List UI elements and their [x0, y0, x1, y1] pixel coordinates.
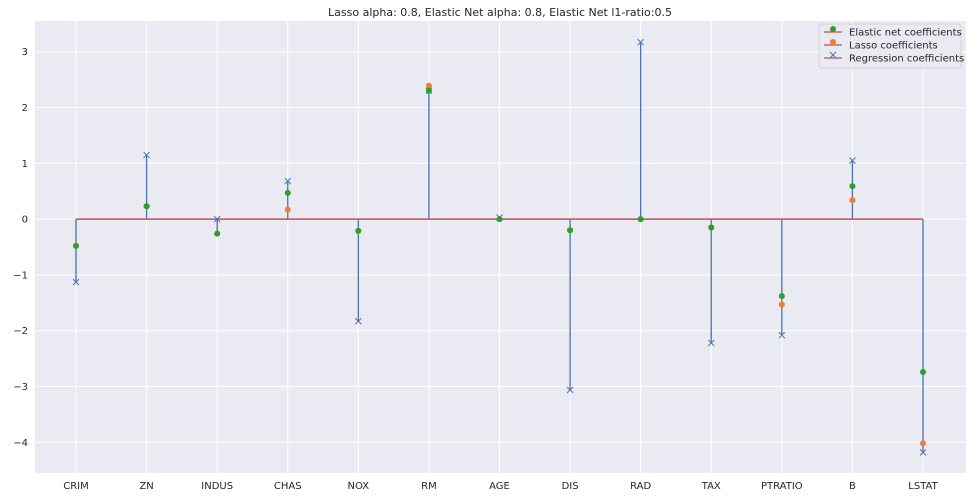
x-tick-label: RAD — [630, 481, 651, 492]
legend-dot-marker — [830, 39, 836, 45]
regression-point-rad — [637, 38, 645, 46]
legend-label: Regression coefficients — [849, 54, 964, 65]
lasso-point-lstat — [920, 440, 926, 447]
x-marker-stroke — [566, 386, 574, 394]
x-marker-stroke — [72, 278, 80, 286]
x-marker-stroke — [707, 339, 715, 347]
data-markers — [72, 38, 927, 456]
x-marker-stroke — [284, 177, 292, 185]
y-tick-label: 1 — [22, 159, 28, 170]
lasso-point-chas — [284, 206, 291, 213]
elastic-point-chas — [284, 189, 291, 196]
elastic-point-lstat — [920, 368, 926, 375]
elastic-point-rad — [637, 216, 644, 223]
lasso-point-b — [849, 197, 856, 204]
y-tick-label: −3 — [13, 382, 28, 393]
y-tick-labels: −4 −3 −2 −1 0 1 2 3 — [13, 47, 28, 449]
x-marker-stroke — [778, 331, 786, 339]
regression-point-zn — [143, 151, 150, 159]
plot-background — [35, 21, 966, 473]
x-marker-stroke — [919, 448, 927, 456]
regression-point-crim — [72, 278, 80, 286]
elastic-point-crim — [73, 242, 79, 249]
regression-point-indus — [213, 215, 221, 223]
x-tick-label: DIS — [562, 481, 579, 492]
chart-title: Lasso alpha: 0.8, Elastic Net alpha: 0.8… — [328, 6, 672, 19]
elastic-point-indus — [214, 230, 221, 237]
elastic-point-b — [849, 183, 856, 190]
legend: Elastic net coefficients Lasso coefficien… — [818, 23, 964, 69]
y-tick-label: 0 — [22, 215, 28, 226]
x-tick-label: B — [849, 481, 856, 492]
x-marker-stroke — [143, 151, 150, 159]
elastic-point-nox — [355, 227, 362, 234]
y-tick-label: 3 — [22, 47, 28, 58]
x-marker-stroke — [213, 215, 221, 223]
elastic-point-age — [496, 216, 503, 223]
x-tick-label: LSTAT — [908, 481, 938, 492]
regression-point-chas — [284, 177, 292, 185]
x-tick-label: CRIM — [63, 481, 89, 492]
legend-label: Lasso coefficients — [849, 41, 938, 52]
x-tick-label: AGE — [489, 481, 510, 492]
x-tick-label: CHAS — [274, 481, 302, 492]
regression-point-lstat — [919, 448, 927, 456]
x-tick-label: ZN — [139, 481, 153, 492]
x-marker-stroke — [637, 38, 645, 46]
x-tick-label: RM — [421, 481, 437, 492]
x-marker-stroke — [849, 157, 856, 164]
elastic-point-ptratio — [778, 293, 785, 300]
lasso-point-rm — [425, 82, 432, 89]
lasso-point-ptratio — [778, 301, 785, 308]
regression-point-nox — [354, 317, 362, 325]
x-tick-label: INDUS — [201, 481, 233, 492]
x-tick-label: NOX — [348, 481, 370, 492]
y-tick-label: 2 — [22, 103, 28, 114]
x-marker-stroke — [354, 317, 362, 325]
x-marker-stroke — [829, 51, 837, 59]
y-tick-label: −2 — [13, 326, 28, 337]
elastic-point-dis — [567, 227, 574, 234]
regression-point-tax — [707, 339, 715, 347]
y-tick-label: −1 — [13, 270, 28, 281]
elastic-point-rm — [425, 87, 432, 94]
elastic-point-tax — [708, 224, 715, 231]
x-tick-label: PTRATIO — [761, 481, 803, 492]
legend-label: Elastic net coefficients — [849, 28, 962, 39]
legend-dot-marker — [830, 26, 836, 32]
y-tick-label: −4 — [13, 438, 28, 449]
x-tick-label: TAX — [701, 481, 721, 492]
x-tick-labels: CRIM ZN INDUS CHAS NOX RM AGE DIS RAD TAX PTRATIO B… — [63, 481, 938, 492]
legend-box — [818, 23, 962, 69]
regression-point-b — [849, 157, 856, 164]
elastic-point-zn — [143, 203, 150, 210]
regression-point-dis — [566, 386, 574, 394]
legend-x-marker — [829, 51, 837, 59]
regression-point-ptratio — [778, 331, 786, 339]
